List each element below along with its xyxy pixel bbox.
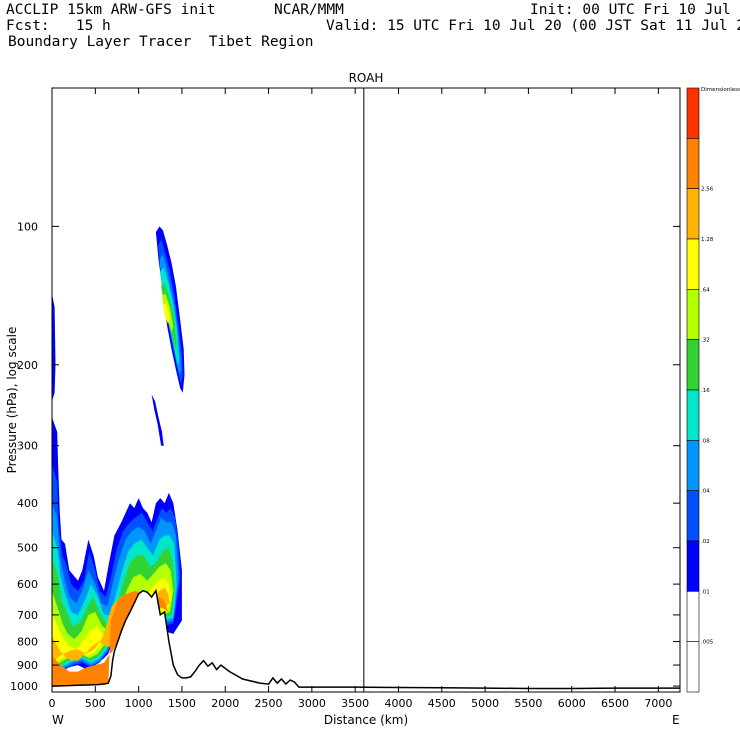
y-tick-label: 500	[17, 542, 38, 555]
x-tick-label: 2500	[255, 697, 283, 710]
tracer-region-5	[52, 563, 174, 668]
terrain-fill	[52, 590, 680, 692]
colorbar-label: .32	[701, 338, 710, 344]
y-tick-label: 1000	[10, 680, 38, 693]
x-tick-label: 6500	[601, 697, 629, 710]
x-tick-label: 6000	[558, 697, 586, 710]
y-tick-label: 300	[17, 440, 38, 453]
colorbar-swatch	[686, 540, 700, 592]
y-tick-label: 200	[17, 359, 38, 372]
colorbar-units: Dimensionless	[701, 87, 740, 93]
plot-frame	[51, 87, 681, 693]
east-label: E	[672, 713, 680, 727]
colorbar-swatch	[686, 238, 700, 290]
colorbar-label: .01	[701, 589, 710, 595]
x-tick-label: 3000	[298, 697, 326, 710]
colorbar-label: 1.28	[701, 237, 714, 243]
colorbar-swatch	[686, 138, 700, 189]
y-tick-label: 800	[17, 636, 38, 649]
colorbar-swatch	[686, 490, 700, 542]
axis-ticks: 0 500 1000 1500 2000 2500 3000 3500 4000 4500 5000…	[10, 88, 680, 710]
colorbar-label: .64	[701, 287, 710, 293]
colorbar-label: .005	[701, 640, 714, 646]
init-time: Init: 00 UTC Fri 10 Jul 20	[530, 2, 740, 18]
x-tick-label: 2000	[211, 697, 239, 710]
tracer-region-15	[163, 303, 170, 324]
colorbar-swatch	[686, 440, 700, 491]
y-tick-label: 700	[17, 609, 38, 622]
x-tick-label: 500	[85, 697, 106, 710]
colorbar-swatch	[686, 188, 700, 240]
field-title: Boundary Layer Tracer Tibet Region	[8, 34, 314, 50]
colorbar-swatch	[686, 339, 700, 391]
colorbar-swatch	[686, 87, 700, 139]
colorbar-swatch	[686, 641, 700, 693]
y-tick-label: 600	[17, 578, 38, 591]
x-tick-label: 7000	[644, 697, 672, 710]
x-tick-label: 3500	[341, 697, 369, 710]
center-title: NCAR/MMM	[274, 2, 344, 18]
x-tick-label: 5000	[471, 697, 499, 710]
y-tick-label: 400	[17, 497, 38, 510]
y-tick-label: 100	[17, 220, 38, 233]
colorbar-swatch	[686, 389, 700, 441]
x-axis-label: Distance (km)	[324, 713, 408, 727]
x-tick-label: 5500	[514, 697, 542, 710]
terrain-layer	[51, 588, 680, 692]
model-title: ACCLIP 15km ARW-GFS init	[6, 2, 216, 18]
y-tick-label: 900	[17, 659, 38, 672]
west-label: W	[52, 713, 64, 727]
terrain-line	[51, 588, 680, 690]
valid-time: Valid: 15 UTC Fri 10 Jul 20 (00 JST Sat …	[326, 18, 740, 34]
colorbar-swatch	[686, 289, 700, 340]
x-tick-label: 4000	[384, 697, 412, 710]
colorbar-label: .04	[701, 489, 710, 495]
colorbar-swatch	[686, 591, 700, 642]
forecast-hour: Fcst: 15 h	[6, 18, 111, 34]
x-tick-label: 1000	[125, 697, 153, 710]
chart-title: ROAH	[349, 71, 384, 85]
x-tick-label: 1500	[168, 697, 196, 710]
colorbar-label: 2.56	[701, 187, 714, 193]
tracer-region-17	[52, 293, 56, 402]
y-axis-label: Pressure (hPa), log scale	[5, 327, 19, 474]
x-tick-label: 4500	[428, 697, 456, 710]
x-tick-label: 0	[49, 697, 56, 710]
colorbar-label: .16	[701, 388, 710, 394]
tracer-region-16	[151, 394, 164, 446]
colorbar-label: .08	[701, 438, 710, 444]
colorbar: .005 .01 .02 .04 .08 .16 .32 .64 1.28 2.56 Dimensi…	[686, 87, 740, 693]
colorbar-label: .02	[701, 539, 710, 545]
